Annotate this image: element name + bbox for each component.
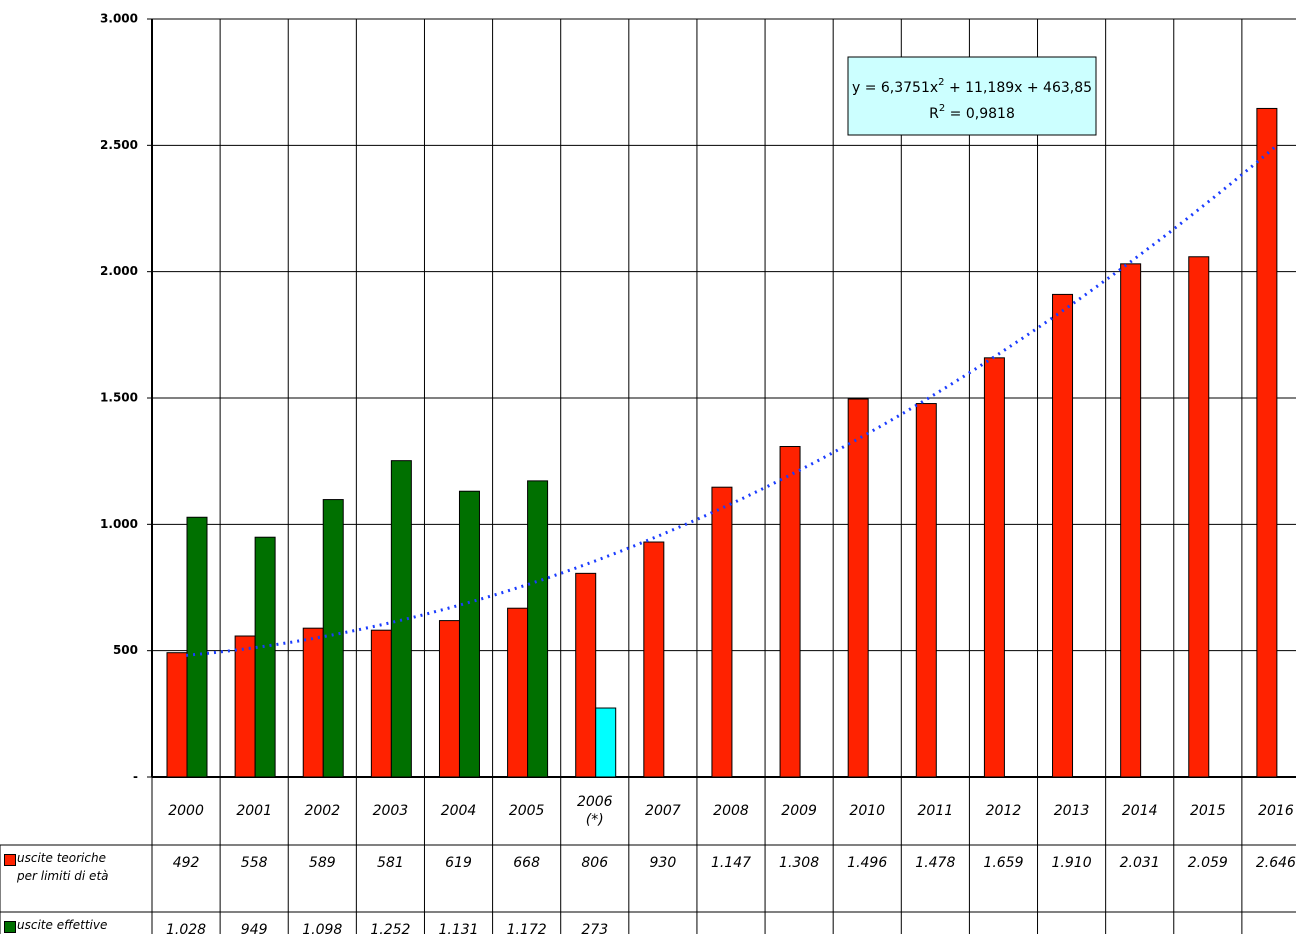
value-label: 1.147: [710, 855, 752, 871]
trend-text: y = 6,3751x: [852, 80, 938, 96]
bar: [915, 403, 937, 778]
legend-swatch: [4, 921, 16, 933]
value-label: 1.478: [915, 855, 956, 871]
y-tick-label: -: [133, 770, 138, 784]
trend-text: + 11,189x + 463,85: [945, 80, 1093, 96]
trendline: [185, 145, 1277, 657]
bar: [234, 635, 256, 778]
x-tick-label: 2008: [713, 803, 749, 819]
x-tick-label: 2001: [236, 803, 272, 819]
bar: [595, 707, 617, 778]
value-label: 2.059: [1187, 855, 1228, 871]
trend-text: 2: [939, 103, 945, 114]
value-label: 1.131: [438, 922, 479, 934]
value-label: 806: [581, 855, 609, 871]
x-tick-label: 2012: [985, 803, 1022, 819]
bar: [1188, 256, 1210, 778]
y-tick-label: 2.000: [100, 264, 138, 278]
value-label: 1.172: [506, 922, 547, 934]
value-label: 619: [445, 855, 472, 871]
value-label: 1.252: [370, 922, 411, 934]
y-tick-label: 1.000: [100, 517, 138, 531]
bar: [1052, 293, 1074, 778]
x-tick-label: 2004: [440, 803, 477, 819]
bar: [527, 480, 549, 778]
x-tick-label: 2014: [1121, 803, 1158, 819]
x-tick-label: 2016: [1258, 803, 1294, 819]
value-label: 949: [240, 922, 268, 934]
value-label: 581: [377, 855, 404, 871]
x-tick-label: 2013: [1053, 803, 1090, 819]
bar: [779, 446, 801, 778]
x-tick-label: 2000: [168, 803, 204, 819]
equation-box: [847, 56, 1097, 136]
value-label: 668: [513, 855, 540, 871]
value-label: 1.659: [983, 855, 1024, 871]
legend-swatch: [4, 854, 16, 866]
y-tick-label: 2.500: [100, 138, 138, 152]
bar: [166, 652, 188, 778]
bar: [186, 516, 208, 778]
value-label: 273: [581, 922, 609, 934]
bar: [254, 536, 276, 778]
x-tick-label: 2015: [1189, 803, 1226, 819]
y-tick-label: 500: [113, 643, 138, 657]
x-tick-label: 2003: [372, 803, 409, 819]
bar: [438, 620, 460, 778]
value-label: 930: [649, 855, 677, 871]
bar: [322, 499, 344, 778]
bar: [983, 357, 1005, 778]
x-tick-label: 2007: [645, 803, 681, 819]
bar: [643, 541, 665, 778]
value-label: 1.496: [847, 855, 888, 871]
bar: [575, 572, 597, 778]
value-label: 1.028: [166, 922, 207, 934]
trend-r_squared: R2 = 0,9818: [929, 103, 1015, 122]
bar: [458, 490, 480, 778]
value-label: 558: [240, 855, 268, 871]
value-label: 492: [172, 855, 200, 871]
trend-equation: y = 6,3751x2 + 11,189x + 463,85: [852, 77, 1092, 96]
value-label: 2.646: [1255, 855, 1296, 871]
bar: [302, 627, 324, 778]
trend-text: 2: [938, 77, 944, 88]
x-tick-label: 2006 (*): [576, 794, 613, 828]
trend-text: R: [929, 106, 939, 122]
legend-label: uscite teoriche per limiti di età: [17, 851, 109, 883]
x-tick-label: 2002: [304, 803, 341, 819]
bar: [711, 486, 733, 778]
bar: [1120, 263, 1142, 778]
x-tick-label: 2011: [917, 803, 954, 819]
trend-text: = 0,9818: [945, 106, 1015, 122]
bar: [507, 607, 529, 778]
x-tick-label: 2005: [508, 803, 545, 819]
value-label: 1.910: [1051, 855, 1092, 871]
y-tick-label: 1.500: [100, 391, 138, 405]
legend-label: uscite effettive: [17, 918, 108, 932]
bar: [847, 398, 869, 778]
bar: [370, 629, 392, 778]
value-label: 589: [308, 855, 336, 871]
value-label: 1.098: [302, 922, 343, 934]
x-tick-label: 2009: [781, 803, 817, 819]
x-tick-label: 2010: [849, 803, 886, 819]
value-label: 2.031: [1119, 855, 1160, 871]
y-tick-label: 3.000: [100, 12, 138, 26]
bar: [1256, 107, 1278, 778]
value-label: 1.308: [779, 855, 820, 871]
